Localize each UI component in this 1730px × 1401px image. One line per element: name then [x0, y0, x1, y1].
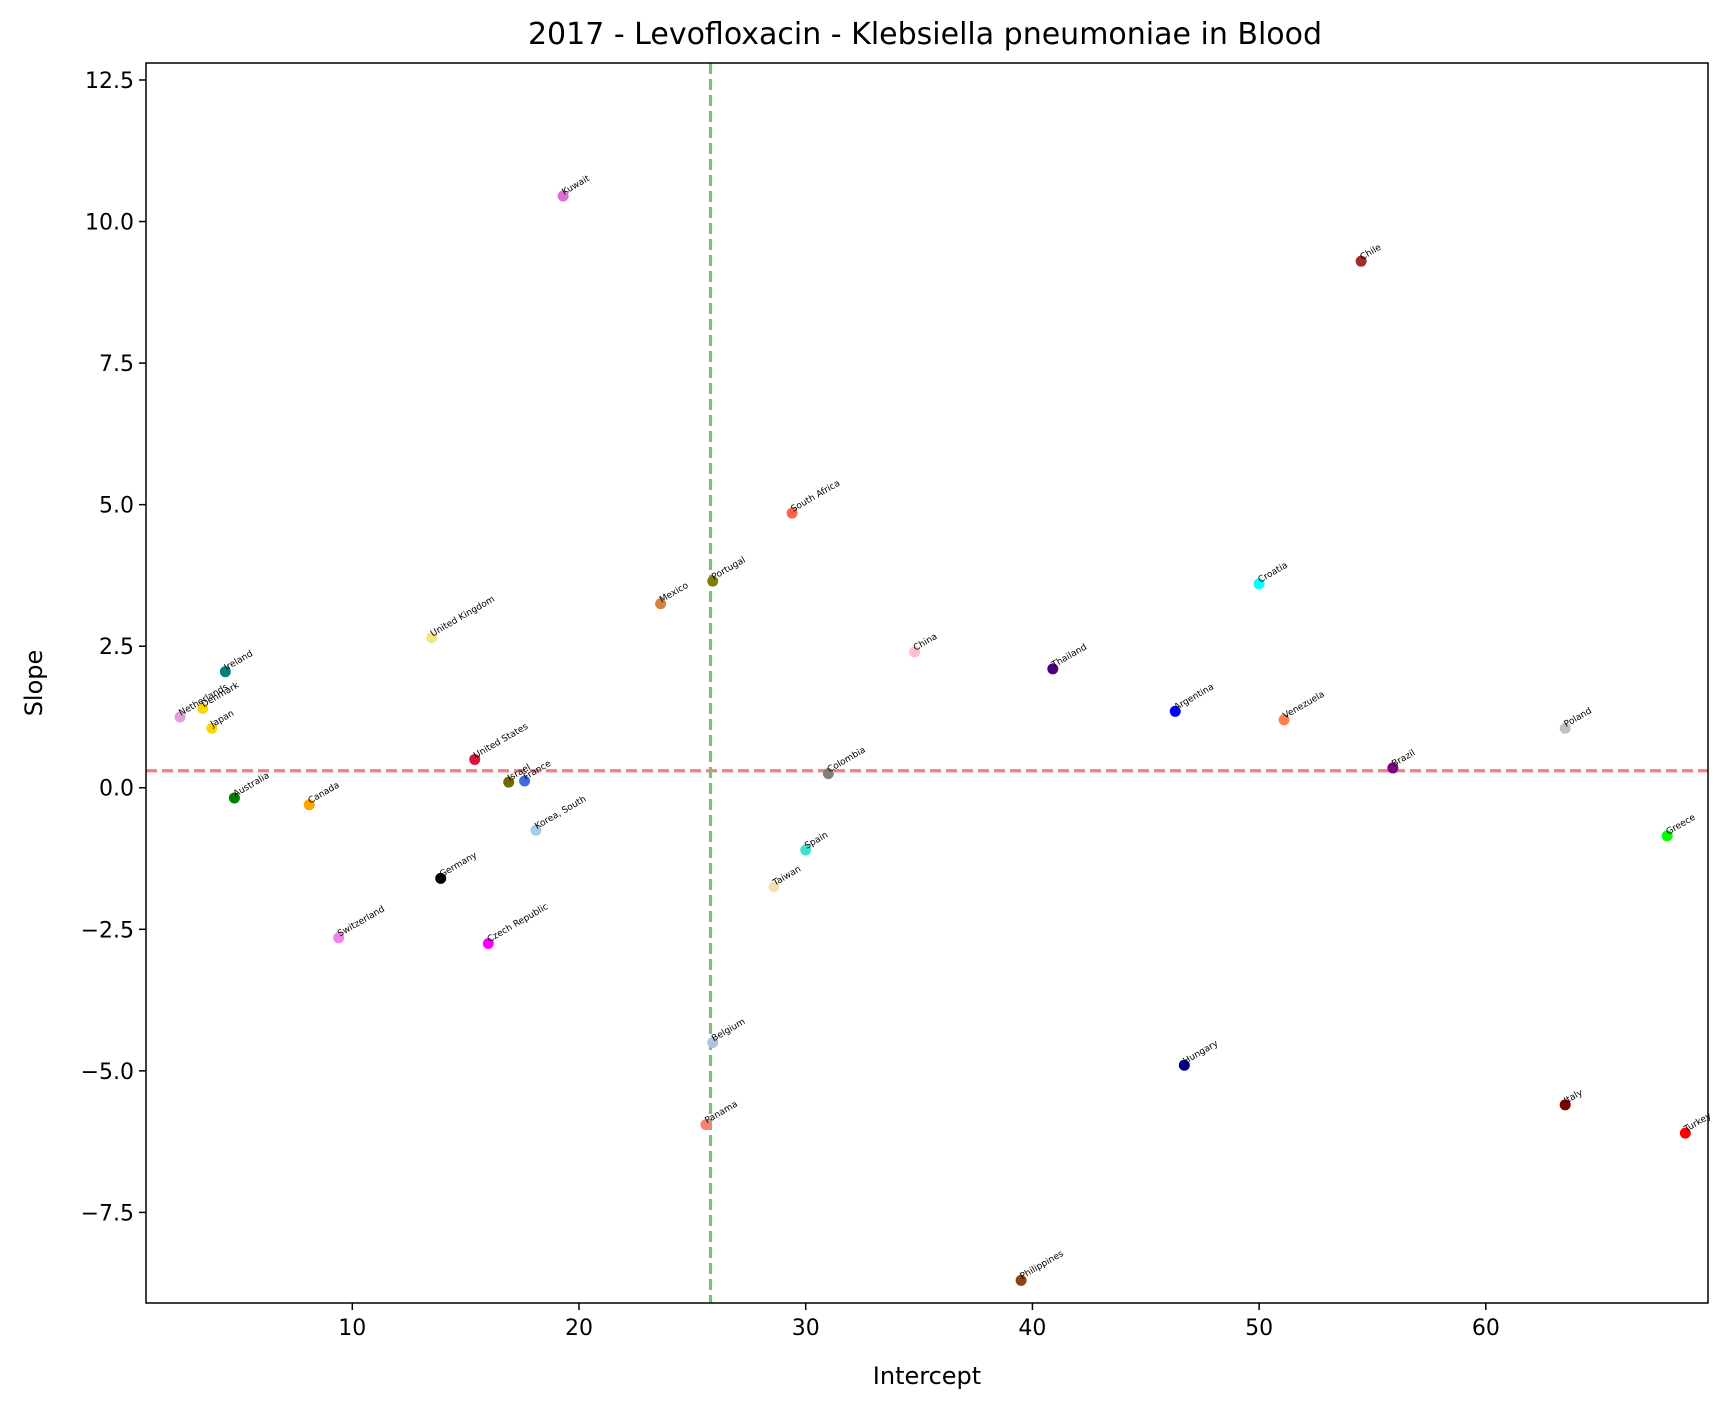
- x-tick-label: 40: [1018, 1316, 1046, 1341]
- y-tick-label: 12.5: [85, 69, 134, 94]
- data-point: [1679, 1127, 1691, 1139]
- data-point: [768, 881, 780, 893]
- data-point: [303, 799, 315, 811]
- data-point: [1015, 1274, 1027, 1286]
- data-point: [700, 1119, 712, 1131]
- y-tick-label: −5.0: [81, 1060, 134, 1085]
- data-point: [519, 775, 531, 787]
- data-point: [1387, 762, 1399, 774]
- y-tick-label: 5.0: [99, 494, 134, 519]
- x-tick-label: 60: [1472, 1316, 1500, 1341]
- data-point: [800, 844, 812, 856]
- x-tick-label: 10: [338, 1316, 366, 1341]
- y-tick-label: 0.0: [99, 777, 134, 802]
- data-point: [469, 753, 481, 765]
- plot-border: [145, 62, 1709, 1304]
- data-point: [1178, 1059, 1190, 1071]
- x-tick-label: 30: [792, 1316, 820, 1341]
- data-point: [197, 702, 209, 714]
- data-points: [174, 190, 1691, 1286]
- data-point: [786, 507, 798, 519]
- x-axis: 10 20 30 40 50 60: [338, 1303, 1500, 1341]
- data-point: [557, 190, 569, 202]
- data-point: [1253, 578, 1265, 590]
- data-point: [1169, 705, 1181, 717]
- data-point: [482, 937, 494, 949]
- data-point: [503, 776, 515, 788]
- data-point: [174, 711, 186, 723]
- data-point: [1355, 255, 1367, 267]
- data-point: [1559, 1099, 1571, 1111]
- data-point: [206, 722, 218, 734]
- data-point: [1278, 714, 1290, 726]
- data-point: [909, 646, 921, 658]
- y-tick-label: 7.5: [99, 352, 134, 377]
- data-point: [426, 632, 438, 644]
- x-tick-label: 20: [565, 1316, 593, 1341]
- y-tick-label: 2.5: [99, 635, 134, 660]
- chart-title: 2017 - Levofloxacin - Klebsiella pneumon…: [528, 17, 1322, 52]
- data-point: [1559, 722, 1571, 734]
- y-axis: 12.5 10.0 7.5 5.0 2.5 0.0 −2.5 −5.0 −7.5: [81, 69, 146, 1226]
- data-point: [655, 598, 667, 610]
- y-tick-label: −2.5: [81, 918, 134, 943]
- x-tick-label: 50: [1245, 1316, 1273, 1341]
- x-axis-label: Intercept: [873, 1362, 981, 1390]
- data-point: [822, 768, 834, 780]
- data-point: [707, 575, 719, 587]
- data-point: [219, 666, 231, 678]
- data-point: [530, 824, 542, 836]
- data-point: [333, 932, 345, 944]
- plot-frame: [146, 63, 1708, 1303]
- data-point: [1661, 830, 1673, 842]
- y-tick-label: 10.0: [85, 211, 134, 236]
- y-tick-label: −7.5: [81, 1201, 134, 1226]
- data-point: [707, 1037, 719, 1049]
- reference-lines: [146, 63, 1708, 1303]
- data-point: [228, 792, 240, 804]
- data-point: [435, 872, 447, 884]
- y-axis-label: Slope: [20, 650, 48, 717]
- data-point: [1047, 663, 1059, 675]
